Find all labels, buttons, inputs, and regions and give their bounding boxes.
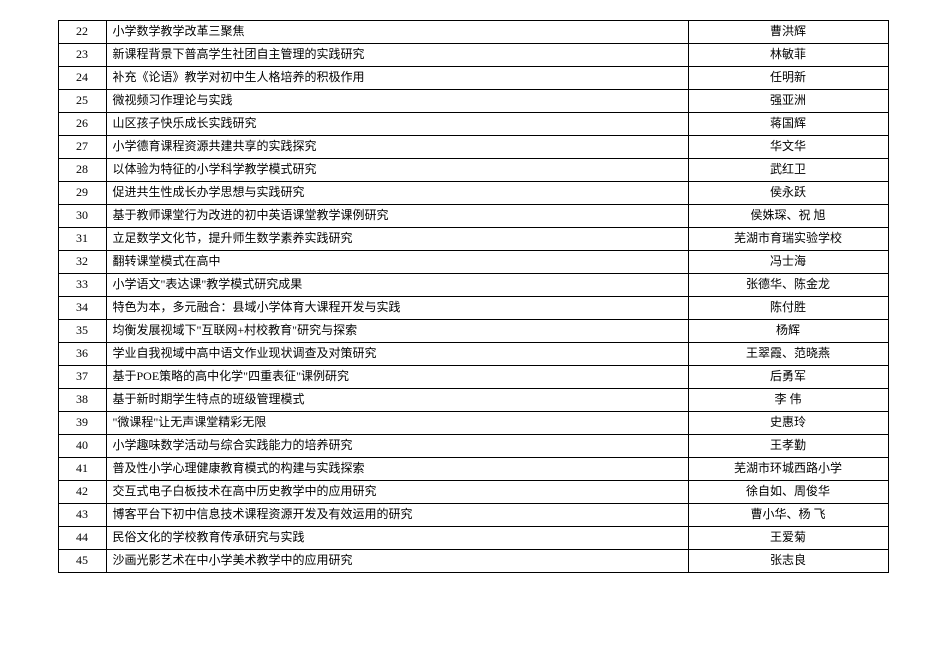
row-title: 促进共生性成长办学思想与实践研究: [106, 182, 688, 205]
row-number: 39: [58, 412, 106, 435]
row-title: 小学趣味数学活动与综合实践能力的培养研究: [106, 435, 688, 458]
row-author: 后勇军: [688, 366, 888, 389]
table-row: 42交互式电子白板技术在高中历史教学中的应用研究徐自如、周俊华: [58, 481, 888, 504]
row-title: 小学德育课程资源共建共享的实践探究: [106, 136, 688, 159]
row-number: 25: [58, 90, 106, 113]
row-number: 43: [58, 504, 106, 527]
row-title: 普及性小学心理健康教育模式的构建与实践探索: [106, 458, 688, 481]
row-author: 陈付胜: [688, 297, 888, 320]
row-title: 以体验为特征的小学科学教学模式研究: [106, 159, 688, 182]
row-title: 民俗文化的学校教育传承研究与实践: [106, 527, 688, 550]
row-number: 42: [58, 481, 106, 504]
table-row: 22小学数学教学改革三聚焦曹洪辉: [58, 21, 888, 44]
row-author: 徐自如、周俊华: [688, 481, 888, 504]
table-row: 26山区孩子快乐成长实践研究蒋国辉: [58, 113, 888, 136]
table-row: 34特色为本，多元融合：县域小学体育大课程开发与实践陈付胜: [58, 297, 888, 320]
row-title: 博客平台下初中信息技术课程资源开发及有效运用的研究: [106, 504, 688, 527]
row-number: 26: [58, 113, 106, 136]
row-title: 基于教师课堂行为改进的初中英语课堂教学课例研究: [106, 205, 688, 228]
row-author: 芜湖市育瑞实验学校: [688, 228, 888, 251]
row-number: 22: [58, 21, 106, 44]
row-author: 王爱菊: [688, 527, 888, 550]
row-title: 山区孩子快乐成长实践研究: [106, 113, 688, 136]
row-number: 40: [58, 435, 106, 458]
table-body: 22小学数学教学改革三聚焦曹洪辉23新课程背景下普高学生社团自主管理的实践研究林…: [58, 21, 888, 573]
row-number: 24: [58, 67, 106, 90]
table-row: 23新课程背景下普高学生社团自主管理的实践研究林敏菲: [58, 44, 888, 67]
row-author: 冯士海: [688, 251, 888, 274]
row-author: 林敏菲: [688, 44, 888, 67]
table-row: 27小学德育课程资源共建共享的实践探究华文华: [58, 136, 888, 159]
row-title: 补充《论语》教学对初中生人格培养的积极作用: [106, 67, 688, 90]
row-number: 33: [58, 274, 106, 297]
row-title: 立足数学文化节，提升师生数学素养实践研究: [106, 228, 688, 251]
row-number: 29: [58, 182, 106, 205]
row-author: 史惠玲: [688, 412, 888, 435]
table-row: 24补充《论语》教学对初中生人格培养的积极作用任明新: [58, 67, 888, 90]
row-author: 王翠霞、范晓燕: [688, 343, 888, 366]
table-row: 39"微课程"让无声课堂精彩无限史惠玲: [58, 412, 888, 435]
row-author: 侯永跃: [688, 182, 888, 205]
table-row: 41普及性小学心理健康教育模式的构建与实践探索芜湖市环城西路小学: [58, 458, 888, 481]
row-author: 侯姝琛、祝 旭: [688, 205, 888, 228]
row-number: 36: [58, 343, 106, 366]
table-row: 28以体验为特征的小学科学教学模式研究武红卫: [58, 159, 888, 182]
row-title: "微课程"让无声课堂精彩无限: [106, 412, 688, 435]
table-row: 32翻转课堂模式在高中冯士海: [58, 251, 888, 274]
row-title: 特色为本，多元融合：县域小学体育大课程开发与实践: [106, 297, 688, 320]
row-title: 沙画光影艺术在中小学美术教学中的应用研究: [106, 550, 688, 573]
table-row: 25微视频习作理论与实践强亚洲: [58, 90, 888, 113]
table-row: 31立足数学文化节，提升师生数学素养实践研究芜湖市育瑞实验学校: [58, 228, 888, 251]
row-title: 学业自我视域中高中语文作业现状调查及对策研究: [106, 343, 688, 366]
table-row: 43博客平台下初中信息技术课程资源开发及有效运用的研究曹小华、杨 飞: [58, 504, 888, 527]
row-number: 30: [58, 205, 106, 228]
table-row: 36学业自我视域中高中语文作业现状调查及对策研究王翠霞、范晓燕: [58, 343, 888, 366]
table-row: 40小学趣味数学活动与综合实践能力的培养研究王孝勤: [58, 435, 888, 458]
row-author: 武红卫: [688, 159, 888, 182]
row-number: 31: [58, 228, 106, 251]
row-number: 41: [58, 458, 106, 481]
row-author: 任明新: [688, 67, 888, 90]
row-author: 张志良: [688, 550, 888, 573]
row-title: 基于POE策略的高中化学"四重表征"课例研究: [106, 366, 688, 389]
row-number: 45: [58, 550, 106, 573]
row-author: 强亚洲: [688, 90, 888, 113]
row-title: 微视频习作理论与实践: [106, 90, 688, 113]
row-title: 小学数学教学改革三聚焦: [106, 21, 688, 44]
row-number: 27: [58, 136, 106, 159]
row-title: 基于新时期学生特点的班级管理模式: [106, 389, 688, 412]
data-table: 22小学数学教学改革三聚焦曹洪辉23新课程背景下普高学生社团自主管理的实践研究林…: [58, 20, 889, 573]
table-row: 29促进共生性成长办学思想与实践研究侯永跃: [58, 182, 888, 205]
table-row: 37基于POE策略的高中化学"四重表征"课例研究后勇军: [58, 366, 888, 389]
row-author: 杨辉: [688, 320, 888, 343]
row-title: 小学语文"表达课"教学模式研究成果: [106, 274, 688, 297]
row-title: 交互式电子白板技术在高中历史教学中的应用研究: [106, 481, 688, 504]
row-number: 37: [58, 366, 106, 389]
row-author: 曹小华、杨 飞: [688, 504, 888, 527]
table-row: 44民俗文化的学校教育传承研究与实践王爱菊: [58, 527, 888, 550]
table-row: 35均衡发展视域下"互联网+村校教育"研究与探索杨辉: [58, 320, 888, 343]
row-author: 芜湖市环城西路小学: [688, 458, 888, 481]
row-title: 新课程背景下普高学生社团自主管理的实践研究: [106, 44, 688, 67]
row-number: 28: [58, 159, 106, 182]
table-container: 22小学数学教学改革三聚焦曹洪辉23新课程背景下普高学生社团自主管理的实践研究林…: [58, 20, 888, 573]
row-author: 华文华: [688, 136, 888, 159]
row-number: 35: [58, 320, 106, 343]
table-row: 45沙画光影艺术在中小学美术教学中的应用研究张志良: [58, 550, 888, 573]
row-number: 44: [58, 527, 106, 550]
row-number: 32: [58, 251, 106, 274]
row-title: 均衡发展视域下"互联网+村校教育"研究与探索: [106, 320, 688, 343]
table-row: 38基于新时期学生特点的班级管理模式李 伟: [58, 389, 888, 412]
row-author: 王孝勤: [688, 435, 888, 458]
row-number: 23: [58, 44, 106, 67]
row-number: 38: [58, 389, 106, 412]
row-number: 34: [58, 297, 106, 320]
row-title: 翻转课堂模式在高中: [106, 251, 688, 274]
table-row: 30基于教师课堂行为改进的初中英语课堂教学课例研究侯姝琛、祝 旭: [58, 205, 888, 228]
row-author: 张德华、陈金龙: [688, 274, 888, 297]
row-author: 蒋国辉: [688, 113, 888, 136]
table-row: 33小学语文"表达课"教学模式研究成果张德华、陈金龙: [58, 274, 888, 297]
row-author: 曹洪辉: [688, 21, 888, 44]
row-author: 李 伟: [688, 389, 888, 412]
